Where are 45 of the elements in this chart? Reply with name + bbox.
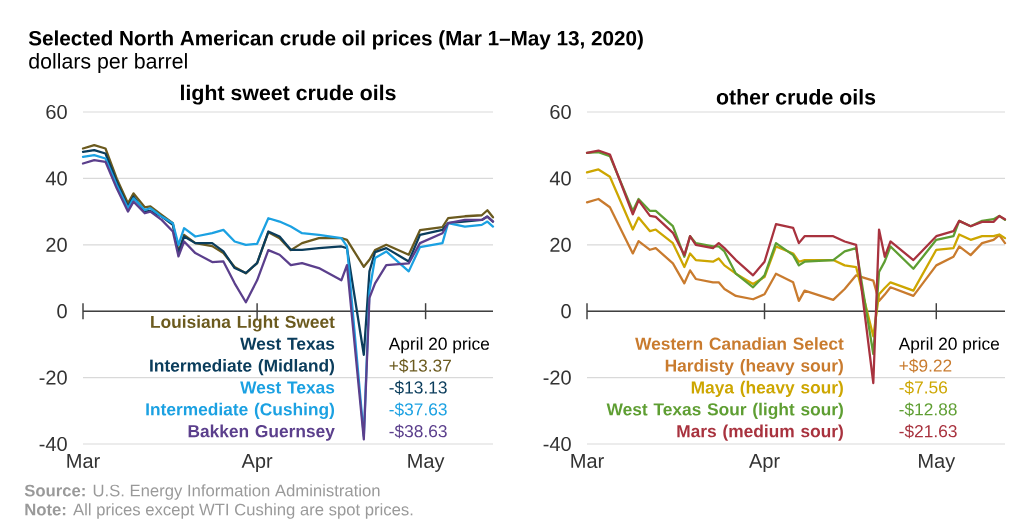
y-tick-label: 20 bbox=[550, 237, 571, 252]
text: Western Canadian Select Hardisty (heavy sour) bbox=[635, 337, 844, 376]
text: Maya (heavy sour) bbox=[691, 380, 843, 398]
x-tick-label: Mar bbox=[67, 454, 100, 468]
annotation: -$38.63 bbox=[389, 424, 447, 439]
text: Source: U.S. Energy Information Administration bbox=[24, 484, 380, 500]
y-axis-title: dollars per barrel bbox=[29, 53, 187, 73]
line-series bbox=[585, 197, 1007, 303]
y-tick-label: 40 bbox=[45, 171, 67, 186]
y-tick-label: -40 bbox=[39, 436, 67, 452]
y-tick-label: 0 bbox=[561, 304, 571, 319]
text: Selected North American crude oil prices (Mar 1–May 13, 2020) bbox=[28, 30, 643, 50]
annotation: April 20 price bbox=[898, 337, 1000, 354]
y-tick-label: -20 bbox=[543, 370, 571, 385]
annotation: -$12.88 bbox=[899, 402, 957, 417]
chart-title: light sweet crude oils bbox=[181, 84, 396, 105]
annotation: -$37.63 bbox=[389, 402, 447, 417]
chart-title: other crude oils bbox=[716, 88, 876, 105]
y-tick-label: -20 bbox=[39, 370, 67, 385]
series-label: West Texas Intermediate (Midland) bbox=[150, 337, 335, 376]
y-tick-label: 0 bbox=[57, 304, 67, 319]
x-tick-label: May bbox=[408, 454, 445, 472]
annotation: +$9.22 bbox=[899, 358, 952, 373]
text: Note: All prices except WTI Cushing are spot prices. bbox=[25, 503, 413, 519]
y-tick-label: 20 bbox=[46, 237, 67, 252]
annotation: April 20 price bbox=[388, 337, 490, 354]
line-series bbox=[81, 144, 495, 275]
text: West Texas Sour (light sour) bbox=[606, 402, 843, 419]
x-tick-label: Mar bbox=[571, 454, 604, 468]
y-tick-label: 60 bbox=[46, 104, 67, 120]
annotation: -$21.63 bbox=[899, 424, 957, 439]
x-tick-label: May bbox=[919, 454, 956, 472]
annotation: +$13.37 bbox=[389, 358, 451, 373]
y-tick-label: 60 bbox=[550, 104, 571, 120]
series-label: Bakken Guernsey bbox=[188, 424, 335, 441]
text: Mars (medium sour) bbox=[677, 424, 843, 441]
series-label: West Texas Intermediate (Cushing) bbox=[146, 381, 335, 419]
y-tick-label: 40 bbox=[549, 171, 571, 186]
x-tick-label: Apr bbox=[241, 454, 273, 472]
text: Louisiana Light Sweet bbox=[151, 315, 335, 332]
annotation: -$7.56 bbox=[899, 380, 948, 395]
x-tick-label: Apr bbox=[748, 454, 780, 472]
line-series bbox=[585, 168, 1007, 338]
y-tick-label: -40 bbox=[543, 436, 571, 452]
annotation: -$13.13 bbox=[389, 380, 447, 395]
